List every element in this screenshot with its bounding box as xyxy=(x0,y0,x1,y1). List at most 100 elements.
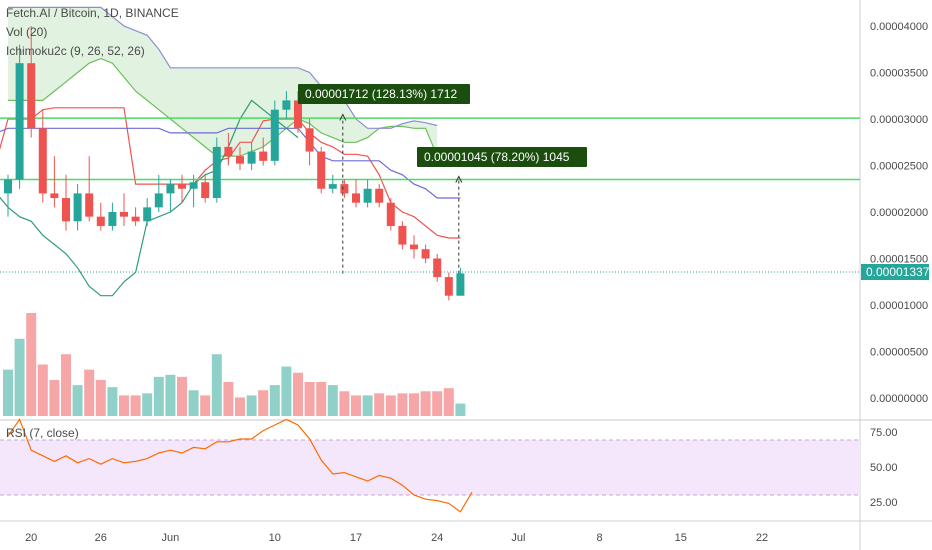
rsi-tick-label: 50.00 xyxy=(870,462,898,474)
time-tick-label: Jun xyxy=(162,532,180,544)
measure-label-box xyxy=(298,84,470,104)
ichimoku-legend[interactable]: Ichimoku2c (9, 26, 52, 26) xyxy=(6,44,145,58)
volume-bar xyxy=(258,390,269,416)
volume-bar xyxy=(397,393,408,416)
volume-bar xyxy=(142,393,153,416)
volume-bar xyxy=(455,403,466,416)
measure-arrow-head xyxy=(455,175,463,183)
volume-bar xyxy=(409,393,419,416)
time-tick-label: 26 xyxy=(95,532,107,544)
volume-bar xyxy=(374,393,385,416)
volume-legend[interactable]: Vol (20) xyxy=(6,25,48,39)
rsi-line xyxy=(7,418,473,513)
volume-bar xyxy=(420,391,431,416)
current-price-tag-text: 0.00001337 xyxy=(866,265,930,279)
candle-body xyxy=(317,151,326,189)
volume-bar xyxy=(14,338,25,416)
time-tick-label: 24 xyxy=(431,532,443,544)
candle-body xyxy=(456,273,465,296)
volume-bar xyxy=(107,387,118,416)
base-line xyxy=(0,127,461,199)
volume-bar xyxy=(246,395,257,416)
price-tick-label: 0.00001500 xyxy=(870,254,928,266)
ichimoku-cloud xyxy=(8,7,438,157)
candle-body xyxy=(444,277,453,296)
price-tick-label: 0.00002500 xyxy=(870,161,928,173)
volume-bar xyxy=(223,382,234,416)
candle-body xyxy=(340,184,349,194)
volume-bar xyxy=(269,385,280,416)
volume-bar xyxy=(235,397,245,416)
volume-bar xyxy=(385,395,396,416)
candle-body xyxy=(259,151,268,161)
candle-body xyxy=(352,193,360,203)
volume-bar xyxy=(84,369,95,416)
volume-bar xyxy=(293,372,303,416)
candle-body xyxy=(178,184,186,189)
measure-arrow-head xyxy=(339,113,347,121)
volume-bar xyxy=(351,395,361,416)
rsi-tick-label: 25.00 xyxy=(870,497,898,509)
time-tick-label: Jul xyxy=(511,532,525,544)
volume-bar xyxy=(37,364,48,416)
time-tick-label: 8 xyxy=(597,532,603,544)
candle-body xyxy=(15,63,24,180)
candle-body xyxy=(363,188,372,203)
volume-bar xyxy=(3,369,13,416)
volume-bar xyxy=(72,385,83,416)
candle-body xyxy=(282,100,291,110)
volume-bar xyxy=(61,354,71,416)
volume-bar xyxy=(119,395,129,416)
candle-body xyxy=(166,184,175,194)
candle-body xyxy=(62,198,70,222)
price-tick-label: 0.00000000 xyxy=(870,393,928,405)
price-tick-label: 0.00003500 xyxy=(870,68,928,80)
time-tick-label: 17 xyxy=(350,532,362,544)
volume-bar xyxy=(316,382,327,416)
volume-bar xyxy=(211,354,222,416)
volume-bar xyxy=(153,376,164,416)
measure-label-box xyxy=(417,147,587,167)
candle-body xyxy=(73,193,82,222)
rsi-tick-label: 75.00 xyxy=(870,427,898,439)
volume-bar xyxy=(95,379,106,416)
time-tick-label: 22 xyxy=(756,532,768,544)
volume-bar xyxy=(443,388,454,416)
price-tick-label: 0.00003000 xyxy=(870,114,928,126)
volume-bar xyxy=(339,391,350,416)
candle-body xyxy=(270,109,279,161)
candle-body xyxy=(131,216,140,222)
volume-bar xyxy=(26,313,37,416)
candle-body xyxy=(85,193,94,217)
time-tick-label: 10 xyxy=(269,532,281,544)
symbol-legend[interactable]: Fetch.AI / Bitcoin, 1D, BINANCE xyxy=(6,6,179,20)
measure-label: 0.00001712 (128.13%) 1712 xyxy=(305,87,457,101)
candle-body xyxy=(328,184,337,189)
volume-bar xyxy=(327,385,338,416)
candle-body xyxy=(27,63,36,129)
leading-span-b xyxy=(8,6,438,129)
time-tick-label: 20 xyxy=(25,532,37,544)
leading-span-a xyxy=(8,57,438,157)
volume-bar xyxy=(304,382,315,416)
candle-body xyxy=(96,216,105,226)
candle-body xyxy=(50,193,59,199)
volume-bar xyxy=(165,374,176,416)
candle-body xyxy=(154,193,163,208)
volume-bar xyxy=(188,390,199,416)
rsi-legend[interactable]: RSI (7, close) xyxy=(6,426,79,440)
volume-bar xyxy=(362,395,373,416)
candle-body xyxy=(189,182,198,189)
volume-bar xyxy=(281,366,292,416)
candle-body xyxy=(108,212,117,226)
rsi-band xyxy=(0,440,860,495)
candle-body xyxy=(201,182,210,199)
time-tick-label: 15 xyxy=(675,532,687,544)
candle-body xyxy=(375,188,384,203)
candle-body xyxy=(433,258,442,278)
candle-body xyxy=(421,249,430,259)
current-price-tag xyxy=(861,264,929,280)
volume-bar xyxy=(177,376,187,416)
price-tick-label: 0.00004000 xyxy=(870,21,928,33)
